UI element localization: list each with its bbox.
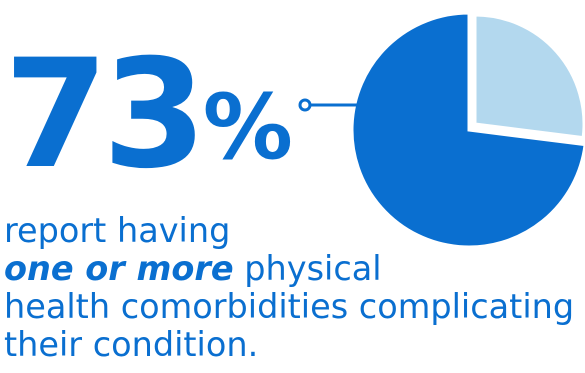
caption: report having one or more physical healt…: [4, 212, 584, 364]
connector-dot: [298, 98, 312, 112]
caption-line-1: report having: [4, 211, 231, 250]
pie-slice-main: [350, 11, 585, 249]
stat-percent: %: [202, 75, 293, 180]
caption-line-3: health comorbidities complicating: [4, 287, 575, 326]
caption-emphasis: one or more: [4, 249, 234, 288]
caption-line-2: one or more physical: [4, 250, 584, 288]
headline-stat: 73%: [4, 40, 293, 190]
pie-slices: [350, 11, 585, 249]
pie-slice-remainder: [473, 13, 585, 140]
caption-line-2-rest: physical: [233, 249, 382, 288]
caption-line-4: their condition.: [4, 325, 259, 364]
stat-number: 73: [4, 28, 207, 202]
